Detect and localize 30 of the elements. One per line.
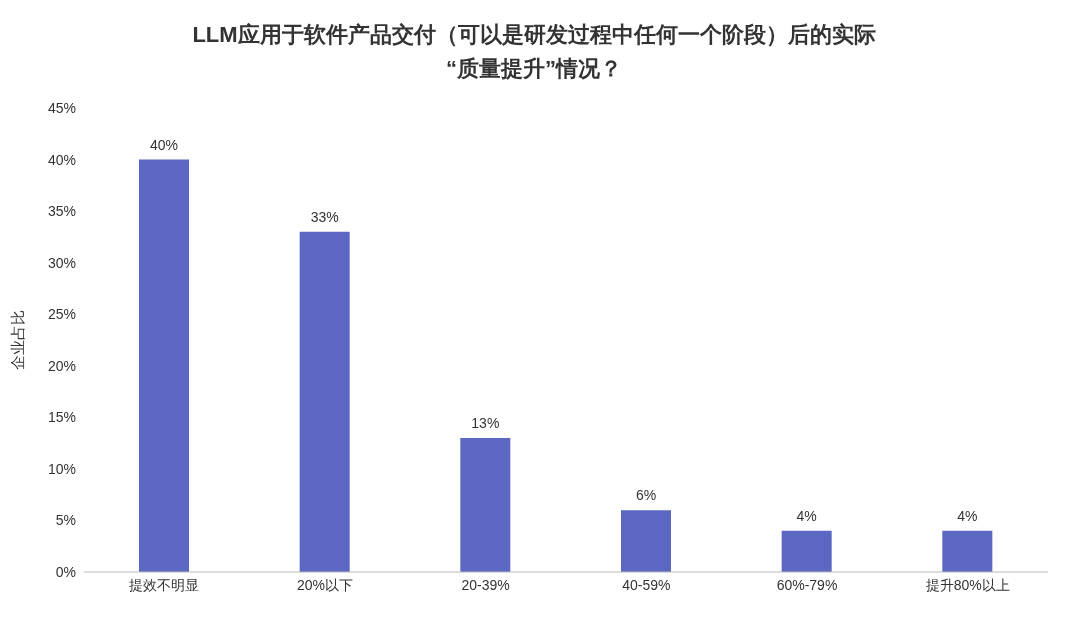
y-tick-label: 20%: [47, 357, 76, 374]
x-tick-label: 60%-79%: [776, 576, 838, 593]
bar: [781, 530, 832, 572]
data-label: 4%: [957, 507, 978, 524]
bar: [621, 510, 671, 572]
x-tick-label: 20-39%: [461, 576, 510, 593]
data-label: 4%: [796, 507, 817, 524]
chart-title: LLM应用于软件产品交付（可以是研发过程中任何一个阶段）后的实际 “质量提升”情况？: [191, 21, 877, 83]
y-tick-label: 25%: [47, 306, 76, 323]
x-tick-label: 20%以下: [296, 576, 354, 593]
bar: [299, 231, 350, 572]
y-tick-label: 40%: [47, 151, 76, 168]
bar: [942, 530, 993, 572]
y-tick-label: 0%: [55, 563, 76, 580]
data-label: 40%: [149, 136, 179, 153]
x-tick-label: 提效不明显: [129, 576, 200, 593]
bar: [139, 159, 189, 572]
data-label: 6%: [635, 487, 657, 504]
y-tick-label: 30%: [47, 254, 76, 271]
y-axis-title: 企业占比: [9, 310, 27, 370]
bar: [460, 437, 511, 572]
y-tick-label: 5%: [55, 512, 76, 529]
y-tick-label: 35%: [47, 203, 76, 220]
y-tick-label: 15%: [47, 409, 76, 426]
y-tick-label: 45%: [47, 99, 76, 116]
y-tick-label: 10%: [47, 460, 76, 477]
data-label: 33%: [310, 208, 339, 225]
x-tick-label: 40-59%: [622, 576, 671, 593]
x-tick-label: 提升80%以上: [925, 576, 1010, 593]
data-label: 13%: [471, 414, 500, 431]
